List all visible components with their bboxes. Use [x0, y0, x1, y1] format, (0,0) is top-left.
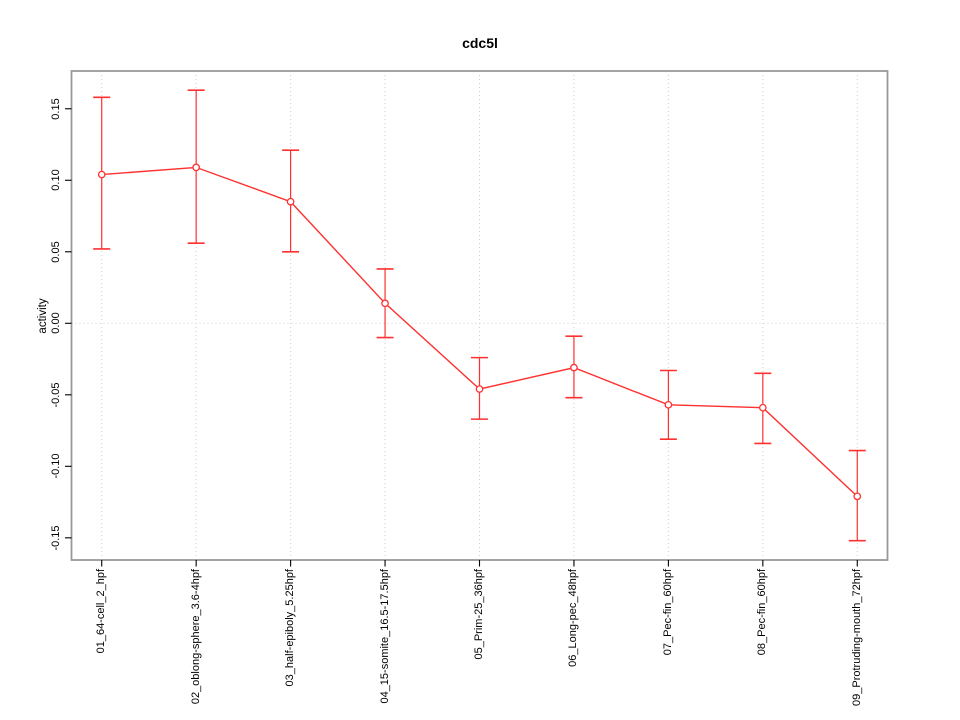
y-tick-label: 0.00: [50, 312, 62, 334]
axis-ticks: [65, 108, 858, 567]
x-tick-label: 04_15-somite_16.5-17.5hpf: [378, 569, 391, 704]
data-point: [664, 400, 673, 409]
x-tick-label: 05_Prim-25_36hpf: [473, 569, 485, 660]
y-tick-label: -0.15: [50, 525, 62, 551]
y-tick-label: 0.05: [50, 241, 62, 263]
x-tick-label: 09_Protruding-mouth_72hpf: [850, 569, 863, 706]
y-tick-label: 0.10: [50, 169, 62, 191]
data-points: [97, 163, 862, 501]
data-point: [475, 385, 484, 393]
data-point: [286, 197, 295, 206]
x-tick-label: 08_Pec-fin_60hpf: [756, 569, 769, 656]
x-tick-label: 01_64-cell_2_hpf: [95, 569, 108, 654]
data-point: [758, 403, 767, 412]
grid-lines: [71, 71, 888, 560]
y-tick-label: 0.15: [50, 98, 62, 120]
y-tick-label: -0.10: [50, 453, 62, 479]
y-axis-label: activity: [37, 297, 49, 334]
x-tick-label: 03_half-epiboly_5.25hpf: [284, 569, 297, 687]
data-point: [853, 492, 862, 501]
y-tick-label: -0.05: [50, 382, 62, 408]
x-tick-label: 02_oblong-sphere_3.6-4hpf: [189, 569, 202, 705]
data-point: [570, 363, 578, 372]
x-tick-label: 06_Long-pec_48hpf: [567, 569, 580, 667]
data-point: [192, 163, 201, 172]
data-point: [381, 299, 389, 308]
x-tick-label: 07_Pec-fin_60hpf: [661, 569, 674, 656]
chart-title: cdc5l: [462, 35, 498, 51]
data-point: [97, 170, 106, 179]
